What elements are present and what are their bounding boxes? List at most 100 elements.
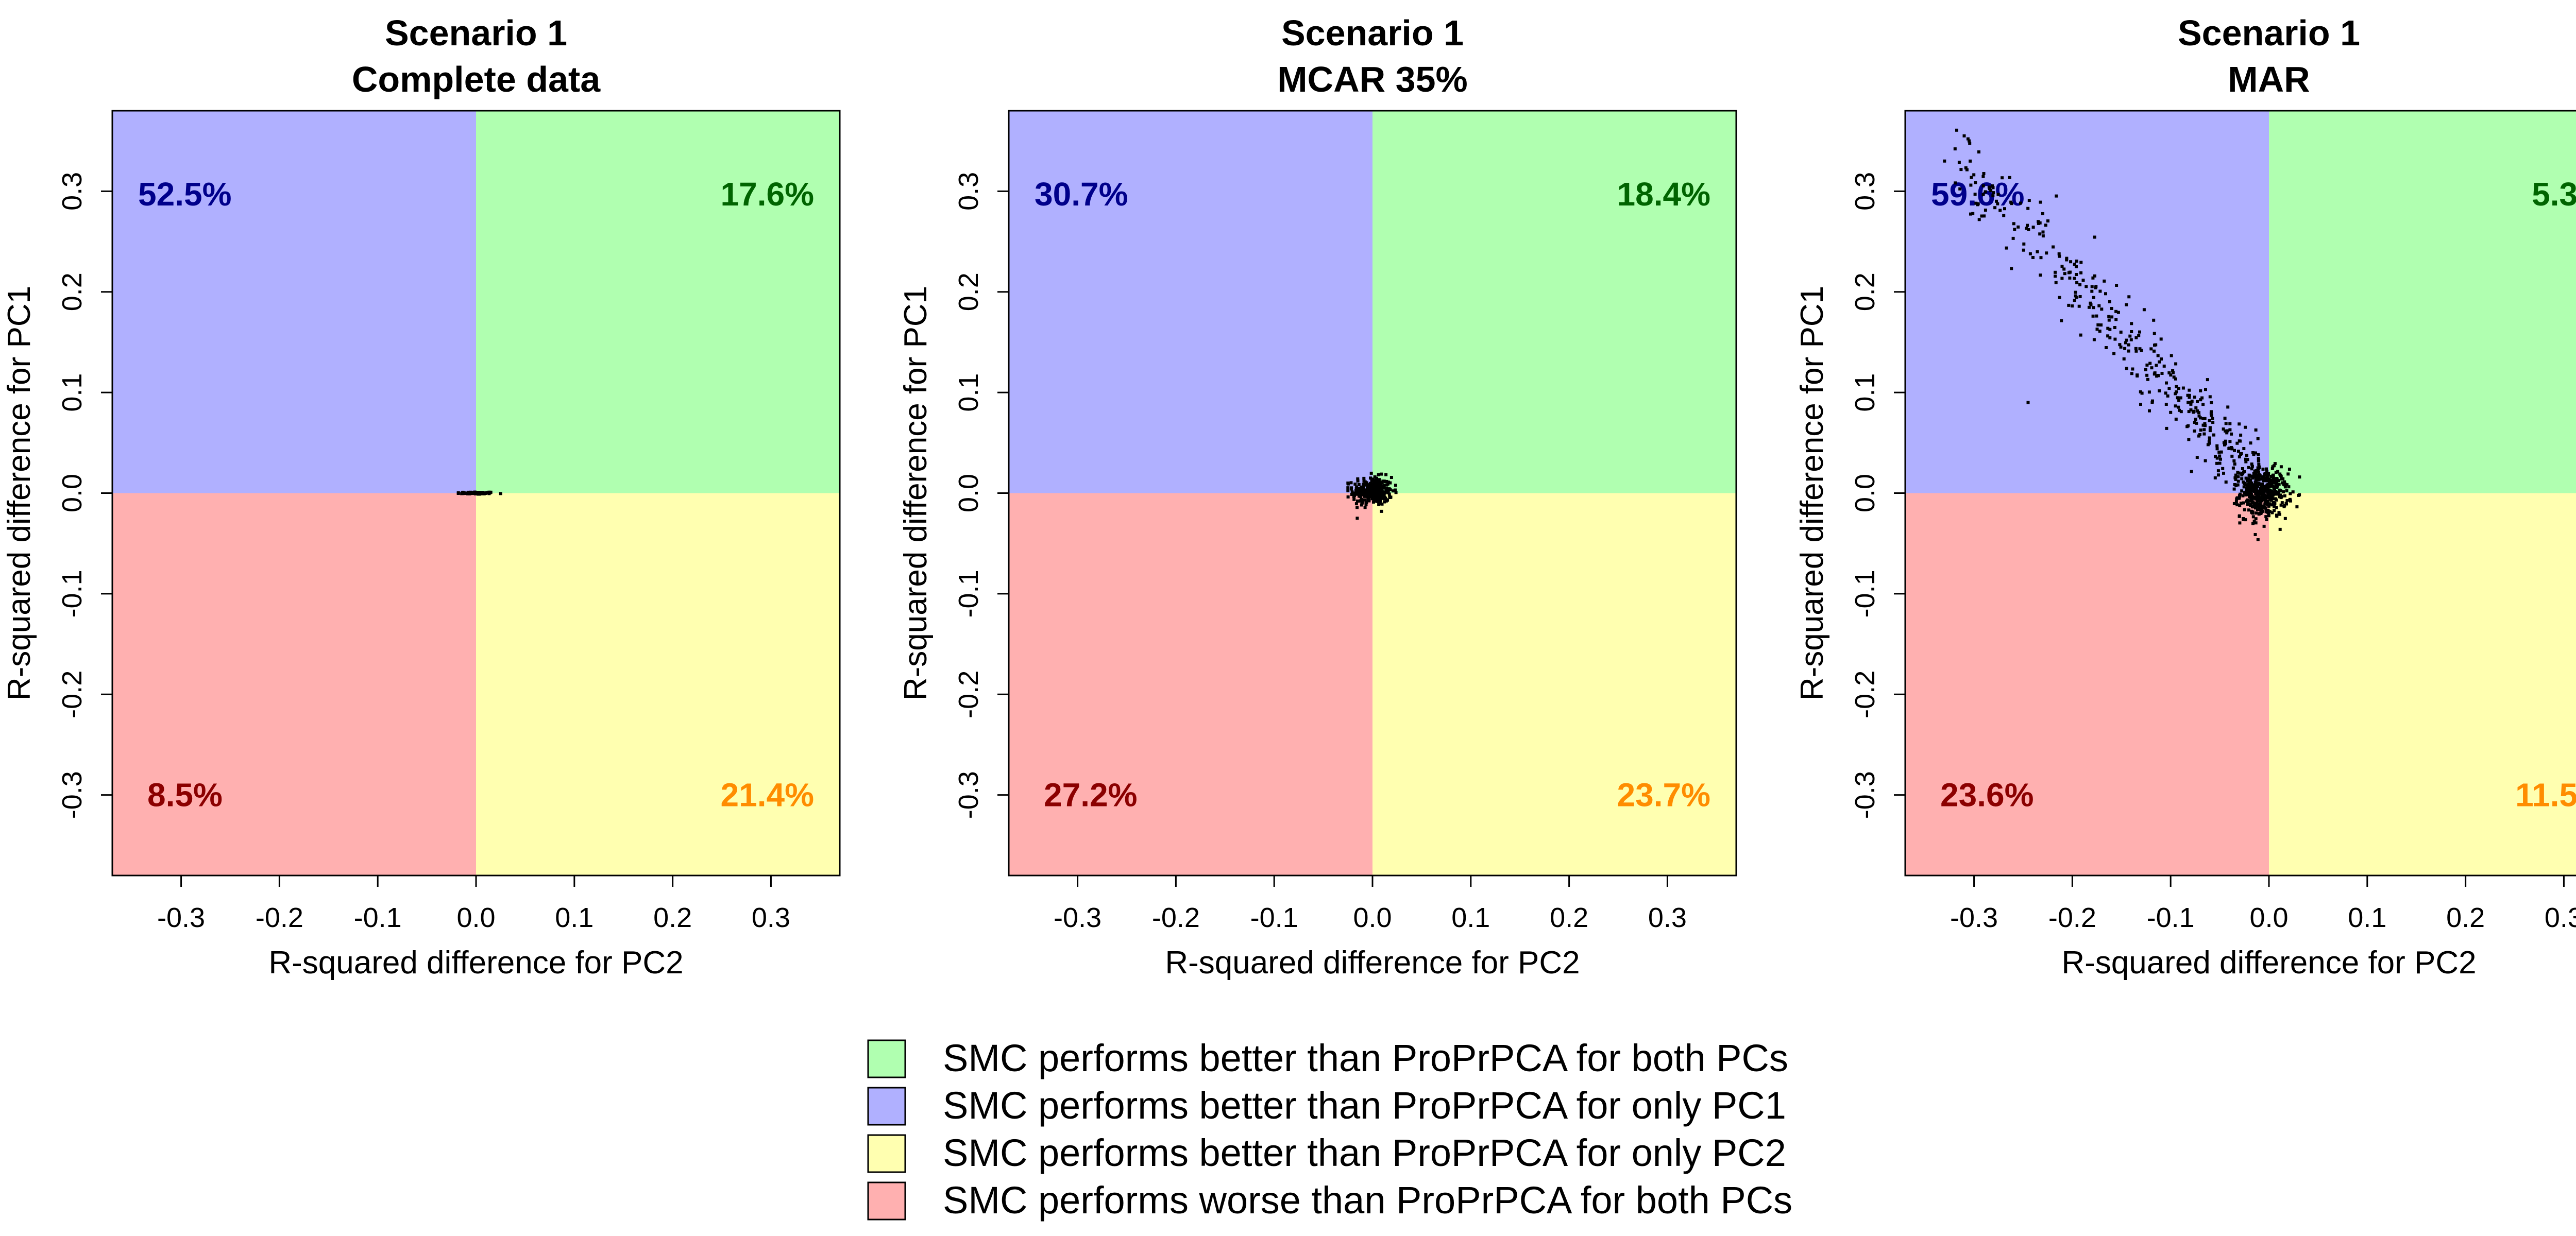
data-point <box>2263 472 2267 475</box>
data-point <box>1354 502 1358 506</box>
quadrant-pc2-only <box>1372 493 1736 876</box>
data-point <box>2130 372 2133 375</box>
data-point <box>2282 490 2285 493</box>
data-point <box>2027 228 2030 231</box>
data-point <box>2253 470 2257 473</box>
y-tick-label: -0.3 <box>1850 771 1880 819</box>
data-point <box>1377 473 1380 476</box>
data-point <box>2110 315 2114 319</box>
data-point <box>2092 338 2096 341</box>
y-tick-label: -0.3 <box>57 771 88 819</box>
data-point <box>1360 497 1363 501</box>
data-point <box>1364 500 1368 504</box>
data-point <box>2174 377 2177 381</box>
data-point <box>1377 485 1380 489</box>
data-point <box>2189 402 2193 406</box>
data-point <box>2236 471 2240 474</box>
data-point <box>2238 455 2241 459</box>
data-point <box>1366 487 1369 490</box>
data-point <box>1989 188 1993 192</box>
data-point <box>2075 281 2079 284</box>
data-point <box>2194 418 2197 421</box>
data-point <box>1376 480 1379 484</box>
data-point <box>1389 476 1393 479</box>
data-point <box>2147 390 2151 394</box>
y-tick-label: -0.1 <box>1850 570 1880 617</box>
data-point <box>2215 444 2219 448</box>
data-point <box>2266 503 2269 507</box>
data-point <box>1369 476 1372 480</box>
data-point <box>2159 337 2163 341</box>
data-point <box>2022 248 2025 252</box>
data-point <box>1379 498 1382 502</box>
data-point <box>1382 479 1386 483</box>
data-point <box>2125 303 2128 306</box>
data-point <box>2174 404 2177 408</box>
data-point <box>1363 482 1367 485</box>
data-point <box>2149 347 2153 351</box>
data-point <box>2244 457 2247 461</box>
data-point <box>2265 489 2269 492</box>
data-point <box>1965 168 1969 171</box>
data-point <box>2272 476 2275 480</box>
data-point <box>2185 425 2189 428</box>
quadrant-both <box>2269 111 2576 493</box>
data-point <box>2175 385 2178 388</box>
data-point <box>2244 460 2248 464</box>
data-point <box>2127 295 2131 299</box>
x-tick-label: 0.1 <box>2348 902 2386 933</box>
data-point <box>2153 332 2156 335</box>
data-point <box>2073 263 2076 266</box>
data-point <box>2264 476 2267 479</box>
data-point <box>2240 489 2244 493</box>
data-point <box>2228 440 2232 443</box>
data-point <box>2197 414 2201 418</box>
x-tick-label: 0.2 <box>1550 902 1588 933</box>
data-point <box>470 491 474 494</box>
data-point <box>2226 405 2230 409</box>
data-point <box>1382 493 1386 497</box>
data-point <box>2181 386 2185 390</box>
data-point <box>2224 480 2228 484</box>
data-point <box>2231 466 2235 470</box>
data-point <box>2200 396 2204 400</box>
data-point <box>2160 357 2163 361</box>
data-point <box>1984 209 1987 212</box>
data-point <box>1350 486 1353 490</box>
data-point <box>2234 473 2238 477</box>
data-point <box>2062 267 2066 271</box>
data-point <box>2289 492 2292 495</box>
data-point <box>2276 478 2279 482</box>
data-point <box>2272 493 2275 497</box>
data-point <box>2008 176 2011 179</box>
data-point <box>2262 479 2265 483</box>
data-point <box>2044 224 2047 227</box>
data-point <box>2138 330 2141 334</box>
data-point <box>1379 485 1383 488</box>
data-point <box>1368 493 1371 496</box>
data-point <box>2286 472 2290 476</box>
data-point <box>2171 369 2175 372</box>
data-point <box>2257 512 2261 516</box>
data-point <box>2260 496 2263 500</box>
data-point <box>2291 490 2295 494</box>
data-point <box>2058 254 2061 258</box>
data-point <box>2247 508 2250 512</box>
data-point <box>2026 207 2030 210</box>
data-point <box>1386 483 1389 486</box>
data-point <box>2208 395 2212 399</box>
data-point <box>2238 422 2241 426</box>
data-point <box>2079 261 2083 264</box>
data-point <box>1389 495 1393 499</box>
data-point <box>2145 363 2149 367</box>
data-point <box>2197 434 2200 438</box>
data-point <box>1375 476 1378 480</box>
data-point <box>1987 185 1991 189</box>
quadrant-both <box>476 111 840 493</box>
data-point <box>1970 176 1973 179</box>
data-point <box>2025 227 2028 230</box>
data-point <box>1370 485 1374 489</box>
data-point <box>1969 183 1973 187</box>
data-point <box>2160 372 2164 375</box>
data-point <box>2123 347 2127 350</box>
